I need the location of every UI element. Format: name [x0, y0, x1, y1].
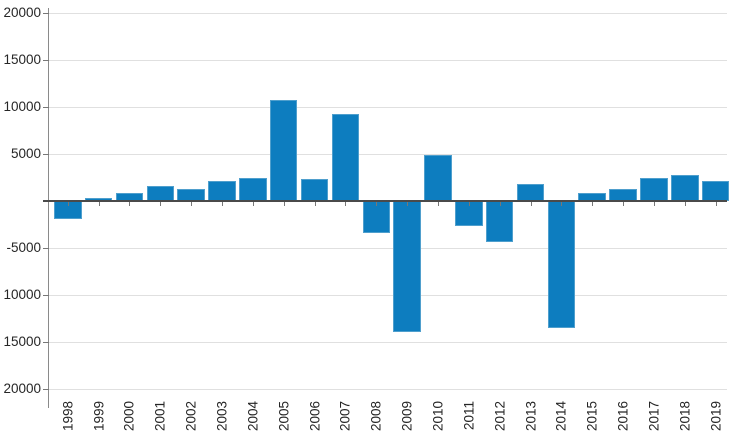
bar-2003 [208, 181, 236, 201]
y-axis-label: 15000 [3, 52, 41, 67]
x-axis-label: 2008 [368, 401, 384, 432]
x-axis-label: 2012 [492, 401, 508, 432]
x-axis-tick-2016 [623, 202, 625, 206]
x-axis-tick-2004 [252, 202, 254, 206]
bar-2007 [331, 113, 360, 201]
bar-2001 [146, 185, 175, 201]
x-axis-label: 2006 [307, 401, 323, 432]
bar-2010 [424, 154, 452, 201]
x-axis-label: 2018 [677, 401, 693, 432]
y-axis-label: 10000 [3, 99, 41, 114]
gridline--5000 [48, 248, 727, 249]
y-axis-tick-5000 [43, 154, 49, 155]
x-axis-label: 2019 [708, 401, 724, 432]
x-axis-tick-2013 [530, 202, 532, 206]
x-axis-tick-2010 [437, 202, 439, 206]
y-axis-tick--10000 [43, 295, 49, 296]
y-axis-label: 20000 [3, 5, 41, 20]
y-axis-label: -5000 [6, 240, 41, 255]
bar-2018 [671, 174, 699, 201]
x-axis-label: 2013 [523, 401, 538, 432]
y-axis-label: 10000 [3, 287, 41, 302]
x-axis-label: 2010 [430, 401, 446, 432]
x-axis-label: 2017 [646, 401, 662, 432]
y-axis-tick-10000 [43, 107, 49, 108]
gridline-15000 [48, 60, 727, 61]
x-axis-zero-line [43, 200, 727, 202]
x-axis-tick-2011 [468, 202, 470, 206]
x-axis-label: 2016 [615, 401, 631, 432]
bar-2017 [640, 177, 668, 201]
x-axis-label: 2001 [152, 401, 168, 432]
y-axis-tick--15000 [43, 342, 49, 343]
y-axis-tick-20000 [43, 13, 49, 14]
gridline--10000 [48, 295, 727, 296]
x-axis-label: 2003 [214, 401, 230, 432]
x-axis-label: 1998 [60, 401, 76, 432]
x-axis-tick-1998 [67, 202, 69, 206]
x-axis-label: 2005 [276, 401, 292, 432]
x-axis-tick-2017 [653, 202, 655, 206]
x-axis-tick-2002 [191, 202, 193, 206]
gridline-10000 [48, 107, 727, 108]
x-axis-label: 2000 [121, 401, 137, 432]
bar-2006 [300, 179, 329, 201]
bar-2012 [485, 201, 514, 243]
bar-2009 [393, 201, 421, 332]
x-axis-tick-2005 [283, 202, 285, 206]
x-axis-tick-2009 [407, 202, 409, 206]
y-axis-line [47, 8, 49, 408]
bar-2005 [269, 100, 298, 201]
x-axis-label: 2014 [553, 401, 569, 432]
x-axis-tick-2015 [592, 202, 594, 206]
x-axis-label: 2015 [584, 401, 600, 432]
x-axis-tick-2019 [715, 202, 717, 206]
x-axis-tick-2018 [684, 202, 686, 206]
x-axis-tick-2003 [222, 202, 223, 206]
x-axis-tick-2012 [499, 202, 501, 206]
bar-2014 [547, 201, 576, 328]
x-axis-label: 2004 [245, 401, 261, 432]
x-axis-tick-2006 [314, 202, 316, 206]
gridline-20000 [48, 13, 727, 14]
x-axis-label: 2011 [461, 401, 477, 431]
x-axis-tick-2001 [160, 202, 162, 206]
gridline-5000 [48, 154, 727, 155]
x-axis-label: 2009 [399, 401, 415, 432]
gridline--20000 [48, 389, 727, 390]
x-axis-label: 2002 [183, 401, 199, 432]
x-axis-label: 1999 [91, 401, 107, 432]
bar-2019 [701, 181, 730, 201]
x-axis-tick-1999 [98, 202, 100, 206]
x-axis-tick-2000 [129, 202, 131, 206]
y-axis-tick--5000 [43, 248, 49, 249]
x-axis-tick-2014 [561, 202, 563, 206]
y-axis-label: 15000 [3, 334, 41, 349]
bar-2013 [516, 184, 545, 201]
y-axis-tick-15000 [43, 60, 49, 61]
y-axis-label: 20000 [3, 381, 41, 396]
bar-2004 [239, 177, 267, 201]
x-axis-label: 2007 [337, 401, 353, 432]
x-axis-tick-2008 [376, 202, 378, 206]
y-axis-tick--20000 [43, 389, 49, 390]
y-axis-label: 5000 [10, 146, 41, 161]
gridline--15000 [48, 342, 727, 343]
x-axis-tick-2007 [345, 202, 347, 206]
